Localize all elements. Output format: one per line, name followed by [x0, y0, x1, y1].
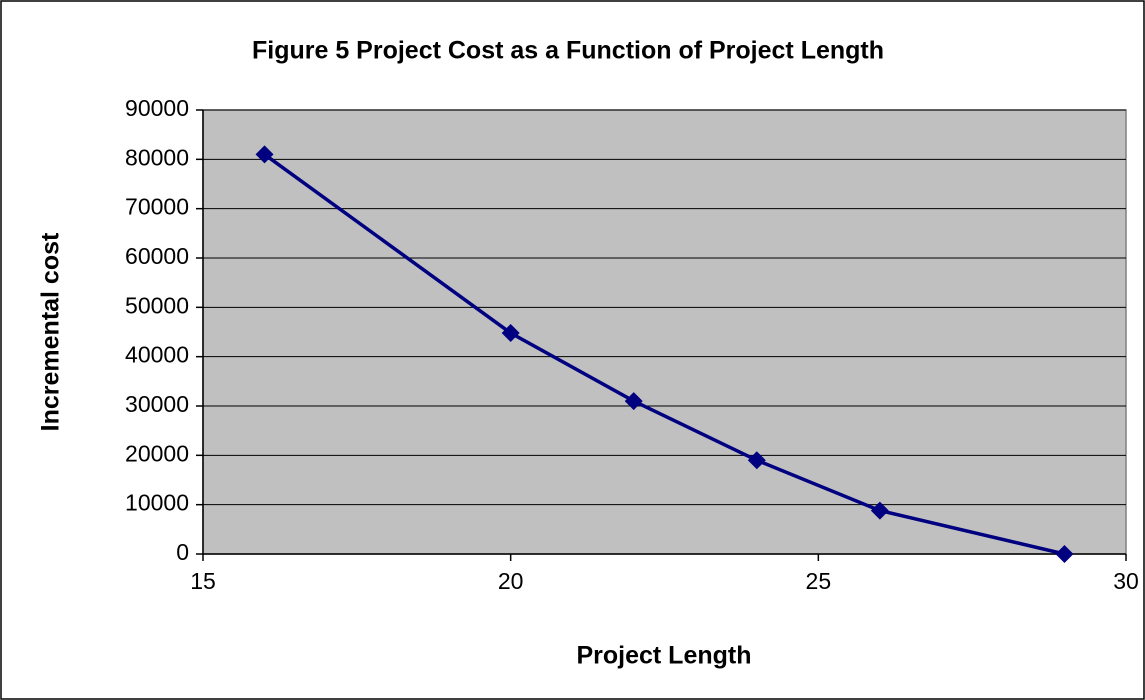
y-tick-label: 70000 [125, 194, 189, 220]
x-tick-label: 15 [190, 568, 216, 594]
chart-title: Figure 5 Project Cost as a Function of P… [252, 37, 884, 65]
x-tick-label: 25 [806, 568, 832, 594]
y-axis-title: Incremental cost [37, 232, 65, 431]
plot-area [202, 109, 1127, 555]
data-point [501, 323, 520, 342]
y-tick-label: 20000 [125, 440, 189, 466]
x-axis-title: Project Length [576, 642, 751, 670]
y-tick-label: 60000 [125, 243, 189, 269]
data-point [255, 145, 274, 164]
data-point [870, 501, 889, 520]
data-point [747, 451, 766, 470]
y-tick-label: 90000 [125, 95, 189, 121]
x-tick-label: 30 [1113, 568, 1139, 594]
y-tick-label: 80000 [125, 144, 189, 170]
data-line [263, 152, 1065, 556]
data-point [624, 392, 643, 411]
y-tick-label: 10000 [125, 490, 189, 516]
y-tick-label: 50000 [125, 292, 189, 318]
y-tick-label: 30000 [125, 391, 189, 417]
x-tick-label: 20 [498, 568, 524, 594]
data-point [1055, 545, 1074, 563]
y-tick-label: 0 [176, 539, 189, 565]
y-tick-label: 40000 [125, 342, 189, 368]
